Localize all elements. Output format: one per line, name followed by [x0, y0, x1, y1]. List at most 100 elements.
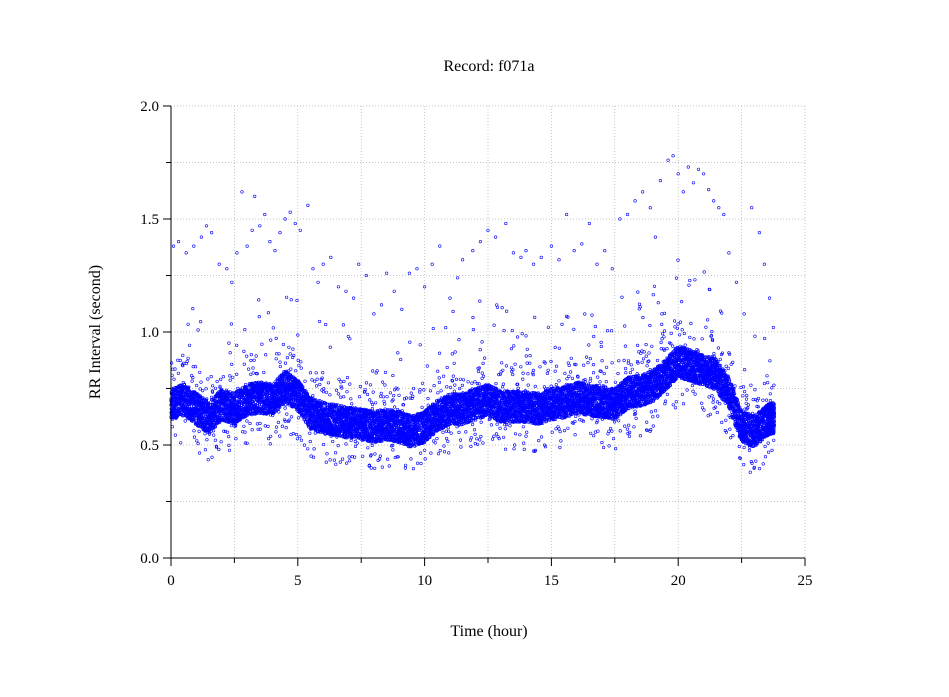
- data-point: [322, 442, 326, 447]
- data-point: [287, 345, 291, 349]
- data-point: [199, 380, 203, 384]
- data-point: [312, 447, 316, 451]
- data-point: [235, 343, 239, 348]
- data-point: [249, 358, 253, 363]
- data-point: [296, 358, 300, 363]
- data-point: [198, 394, 202, 398]
- data-point: [203, 448, 207, 452]
- data-point: [299, 438, 304, 442]
- data-point: [308, 431, 312, 435]
- data-point: [183, 419, 187, 423]
- data-point: [295, 298, 299, 303]
- data-point: [310, 378, 314, 382]
- data-point: [227, 341, 231, 345]
- data-point: [193, 365, 198, 369]
- data-point: [393, 388, 397, 392]
- data-point: [176, 358, 180, 362]
- data-point: [173, 433, 177, 437]
- data-point: [403, 466, 408, 470]
- data-point: [242, 424, 246, 428]
- data-point: [227, 443, 231, 448]
- data-point: [324, 322, 328, 327]
- data-point: [371, 390, 375, 394]
- data-point: [378, 454, 383, 458]
- data-point: [281, 342, 286, 347]
- data-point: [341, 457, 345, 461]
- data-point: [373, 466, 377, 471]
- data-point: [332, 458, 337, 462]
- data-point: [348, 337, 352, 341]
- data-point: [291, 347, 295, 351]
- data-point: [248, 421, 252, 426]
- data-point: [347, 455, 351, 459]
- data-point: [274, 430, 278, 434]
- data-point: [203, 432, 207, 436]
- data-point: [213, 438, 217, 442]
- data-point: [325, 452, 329, 456]
- data-point: [278, 360, 282, 364]
- data-point: [206, 458, 210, 462]
- data-point: [379, 394, 383, 398]
- data-point: [266, 311, 271, 315]
- data-point: [334, 451, 338, 455]
- data-point: [250, 428, 254, 432]
- data-point: [283, 406, 287, 410]
- data-point: [380, 380, 385, 384]
- data-point: [267, 437, 271, 441]
- data-point: [345, 390, 349, 394]
- data-point: [315, 377, 319, 381]
- data-point: [374, 401, 378, 405]
- data-point: [393, 405, 397, 409]
- data-point: [288, 352, 292, 356]
- data-point: [269, 338, 273, 342]
- data-point: [371, 369, 375, 373]
- data-point: [350, 402, 354, 406]
- data-point: [186, 356, 190, 360]
- data-point: [252, 358, 256, 362]
- data-point: [404, 463, 408, 467]
- data-point: [339, 395, 343, 399]
- data-point: [303, 379, 307, 383]
- data-point: [212, 433, 216, 437]
- data-point: [192, 435, 197, 439]
- data-point: [285, 295, 289, 299]
- data-point: [365, 392, 370, 397]
- data-point: [334, 388, 339, 392]
- data-point: [277, 410, 281, 414]
- data-point: [289, 415, 294, 419]
- data-point: [382, 399, 386, 403]
- data-point: [299, 360, 303, 364]
- data-point: [234, 437, 238, 441]
- data-point: [192, 429, 196, 433]
- data-point: [368, 383, 373, 387]
- data-point: [369, 466, 373, 470]
- data-point: [298, 435, 302, 439]
- data-point: [385, 395, 389, 399]
- data-point: [294, 432, 299, 437]
- data-point: [227, 448, 232, 452]
- data-point: [308, 439, 312, 444]
- data-point: [263, 424, 267, 428]
- data-point: [318, 382, 322, 387]
- data-point: [271, 326, 275, 330]
- data-point: [245, 419, 249, 423]
- data-point: [228, 378, 232, 382]
- data-point: [197, 451, 202, 455]
- data-point: [257, 298, 261, 302]
- data-point: [205, 438, 209, 442]
- data-point: [219, 440, 223, 444]
- data-point: [190, 379, 194, 383]
- data-point: [387, 464, 391, 468]
- data-point: [257, 315, 261, 319]
- data-point: [328, 458, 332, 462]
- data-point: [276, 420, 281, 425]
- data-point: [358, 384, 363, 389]
- data-point: [196, 442, 200, 446]
- data-point: [206, 377, 210, 381]
- data-point: [258, 421, 262, 426]
- data-point: [297, 363, 301, 367]
- data-point: [198, 387, 202, 391]
- data-point: [266, 424, 270, 429]
- data-point: [198, 370, 202, 374]
- data-point: [291, 432, 296, 436]
